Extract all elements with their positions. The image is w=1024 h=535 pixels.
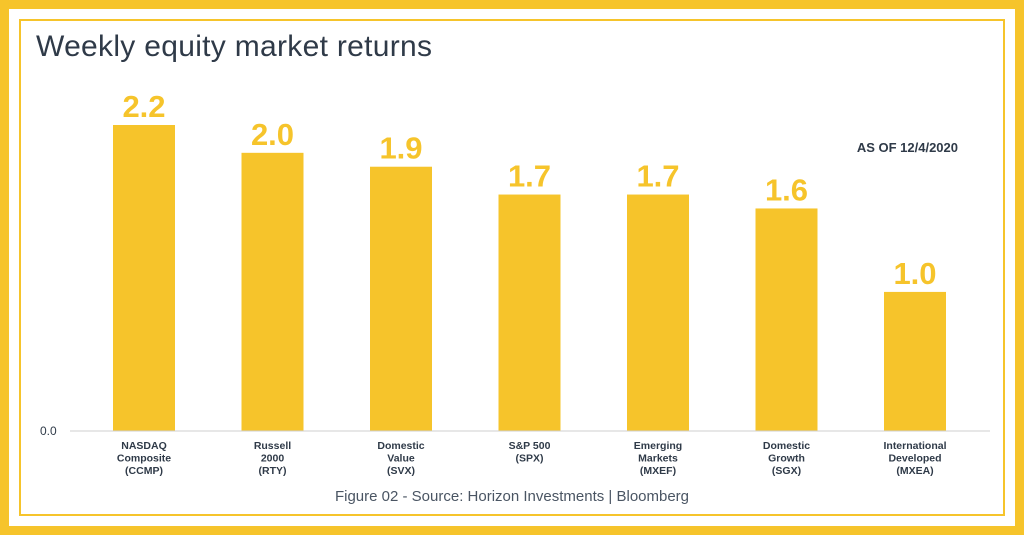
category-label-line: International (883, 440, 946, 452)
category-label-line: (SVX) (387, 465, 415, 477)
bar-value-label: 1.7 (508, 159, 551, 194)
category-label-line: (SGX) (772, 465, 801, 477)
axis-group: 0.0 NASDAQ Composite (CCMP) Russell 2000 (RTY)… (40, 424, 990, 477)
bar (113, 125, 175, 431)
category-label: Emerging Markets (MXEF) (634, 440, 682, 477)
bar-value-label: 1.0 (893, 256, 936, 291)
category-label-line: (SPX) (515, 453, 543, 465)
category-label-line: (MXEF) (640, 465, 676, 477)
category-label-line: Domestic (763, 440, 810, 452)
category-label-line: NASDAQ (121, 440, 167, 452)
bar-value-label: 1.9 (379, 131, 422, 166)
chart-title: Weekly equity market returns (36, 30, 433, 63)
category-label: S&P 500 (SPX) (509, 440, 551, 465)
category-label: Russell 2000 (RTY) (254, 440, 291, 477)
bar (241, 152, 304, 431)
bar (370, 166, 432, 431)
category-label-line: Composite (117, 453, 171, 465)
category-label: NASDAQ Composite (CCMP) (117, 440, 171, 477)
category-label-line: Developed (888, 453, 941, 465)
category-label-line: Russell (254, 440, 291, 452)
as-of-date: AS OF 12/4/2020 (856, 140, 958, 155)
category-label: Domestic Growth (SGX) (763, 440, 810, 477)
category-label-line: Domestic (377, 440, 424, 452)
category-label: International Developed (MXEA) (883, 440, 946, 477)
bar-value-label: 2.2 (122, 89, 165, 124)
bar-value-label: 1.7 (636, 159, 679, 194)
category-label-line: 2000 (261, 453, 285, 465)
bar (755, 208, 818, 431)
category-label-line: Value (387, 453, 415, 465)
category-label-line: Markets (638, 453, 678, 465)
bar (627, 194, 689, 431)
bar-value-label: 1.6 (765, 172, 808, 207)
y-tick-label: 0.0 (40, 424, 57, 438)
category-label: Domestic Value (SVX) (377, 440, 424, 477)
category-label-line: (RTY) (259, 465, 287, 477)
bar (498, 194, 561, 431)
chart-inner-border (19, 19, 1005, 516)
category-label-line: S&P 500 (509, 440, 551, 452)
bar (884, 291, 946, 431)
source-caption: Figure 02 - Source: Horizon Investments … (334, 488, 690, 505)
bars-group: 2.2 2.0 1.9 1.7 1.7 1.6 1.0 (113, 89, 946, 431)
category-label-line: Emerging (634, 440, 682, 452)
category-label-line: (CCMP) (125, 465, 163, 477)
category-label-line: (MXEA) (896, 465, 933, 477)
bar-value-label: 2.0 (251, 117, 294, 152)
category-label-line: Growth (768, 453, 805, 465)
